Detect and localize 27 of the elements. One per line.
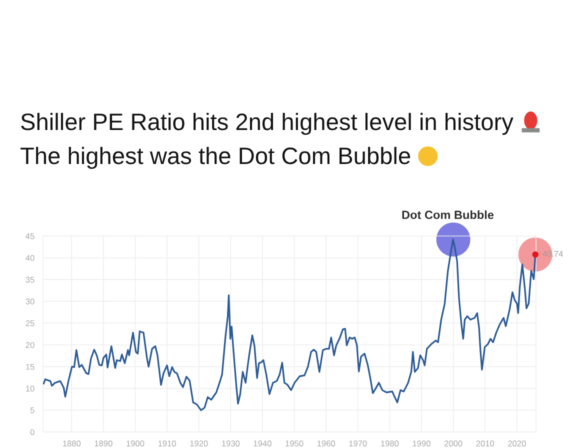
y-tick-label: 25 bbox=[26, 320, 34, 326]
x-tick-label: 1940 bbox=[254, 440, 272, 446]
x-tick-label: 1930 bbox=[222, 440, 240, 446]
x-tick-label: 1910 bbox=[158, 440, 176, 446]
x-tick-label: 2020 bbox=[508, 440, 526, 446]
y-tick-label: 5 bbox=[30, 408, 34, 414]
y-tick-label: 45 bbox=[26, 233, 34, 240]
x-tick-label: 2000 bbox=[444, 440, 462, 446]
y-tick-label: 35 bbox=[26, 276, 34, 283]
x-tick-label: 1980 bbox=[381, 440, 399, 446]
annotation: Dot Com Bubble bbox=[402, 210, 494, 220]
x-tick-label: 1900 bbox=[126, 440, 144, 446]
x-tick-label: 1990 bbox=[412, 440, 430, 446]
x-tick-label: 1950 bbox=[286, 440, 304, 446]
y-tick-label: 20 bbox=[26, 342, 34, 348]
y-tick-label: 40 bbox=[26, 254, 34, 261]
x-tick-label: 1880 bbox=[62, 440, 81, 446]
x-tick-label: 1920 bbox=[190, 440, 208, 446]
y-tick-label: 10 bbox=[26, 386, 34, 392]
x-tick-label: 2010 bbox=[476, 440, 494, 446]
x-tick-label: 1960 bbox=[317, 440, 336, 446]
y-tick-label: 0 bbox=[30, 429, 34, 436]
chart-title: Shiller PE Ratio hits 2nd highest level in history The highest was the Dot Com Bubble bbox=[20, 112, 514, 169]
x-tick-label: 1970 bbox=[349, 440, 367, 446]
y-tick-label: 30 bbox=[26, 298, 34, 304]
y-tick-label: 15 bbox=[26, 364, 34, 370]
x-tick-label: 1890 bbox=[94, 440, 112, 446]
